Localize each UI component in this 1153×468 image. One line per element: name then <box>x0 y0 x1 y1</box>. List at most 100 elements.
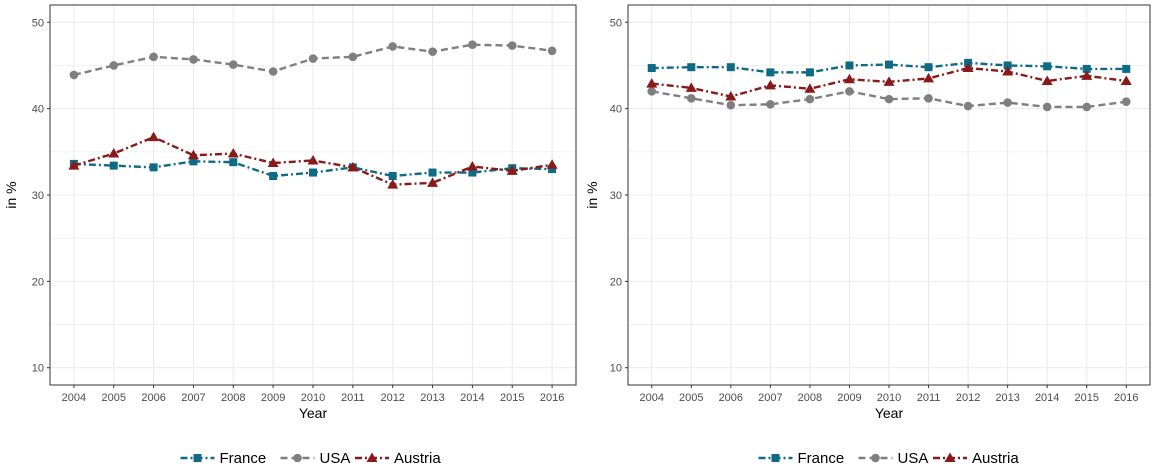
legend-marker-austria <box>366 452 378 462</box>
x-tick-label: 2006 <box>719 392 743 404</box>
x-tick-label: 2015 <box>1074 392 1098 404</box>
y-tick-label: 40 <box>32 104 44 116</box>
data-point-austria <box>1120 75 1132 85</box>
data-point-france <box>428 168 437 177</box>
right-chart: 10 20 30 40 50 2004 2005 2006 2007 2008 2009 2010 20… <box>584 4 1151 467</box>
y-tick-label: 50 <box>32 17 44 29</box>
data-point-usa <box>963 101 973 111</box>
data-point-austria <box>1081 70 1093 80</box>
data-point-austria <box>466 161 478 171</box>
x-tick-label: 2013 <box>995 392 1019 404</box>
y-axis-title: in % <box>3 181 19 208</box>
data-point-usa <box>647 87 657 96</box>
legend-label: France <box>798 450 845 467</box>
data-point-austria <box>387 179 399 189</box>
data-point-usa <box>149 52 158 62</box>
x-tick-label: 2004 <box>639 392 663 404</box>
legend-label: France <box>220 450 267 467</box>
data-point-usa <box>468 40 477 50</box>
data-point-usa <box>805 94 815 104</box>
data-point-austria <box>347 161 359 172</box>
data-point-france <box>885 60 893 69</box>
data-point-france <box>1003 61 1012 70</box>
left-chart: 10 20 30 40 50 2004 2005 2006 2007 2008 2009 2010 20… <box>3 4 577 467</box>
data-point-usa <box>428 47 437 56</box>
data-point-usa <box>766 100 775 109</box>
legend-label: Austria <box>972 450 1019 467</box>
data-point-france <box>109 161 118 170</box>
data-point-france <box>766 68 775 77</box>
data-point-france <box>1043 62 1052 71</box>
x-tick-label: 2016 <box>540 392 564 404</box>
legend: France USA Austria <box>180 450 441 467</box>
data-point-usa <box>924 93 933 103</box>
x-tick-label: 2006 <box>141 392 165 404</box>
x-tick-label: 2007 <box>758 392 782 404</box>
data-point-france <box>1082 64 1091 73</box>
data-point-usa <box>229 60 238 69</box>
legend-label: Austria <box>394 450 441 467</box>
x-tick-label: 2012 <box>380 392 404 404</box>
y-tick-label: 20 <box>610 276 622 288</box>
x-tick-label: 2004 <box>62 392 86 404</box>
data-point-austria <box>427 177 439 187</box>
data-point-usa <box>308 54 318 63</box>
x-tick-label: 2016 <box>1114 392 1138 404</box>
x-tick-label: 2009 <box>261 392 285 404</box>
data-point-usa <box>884 94 894 104</box>
data-point-austria <box>108 148 120 158</box>
x-tick-label: 2014 <box>1035 392 1059 404</box>
data-point-austria <box>546 159 558 169</box>
data-point-france <box>229 158 238 167</box>
x-tick-label: 2012 <box>956 392 980 404</box>
data-point-austria <box>148 131 160 142</box>
data-point-france <box>388 172 397 180</box>
x-tick-label: 2011 <box>341 392 365 404</box>
data-point-france <box>845 61 854 70</box>
data-point-usa <box>1082 102 1092 112</box>
data-point-usa <box>348 52 358 62</box>
x-tick-label: 2005 <box>102 392 126 404</box>
y-tick-label: 40 <box>610 104 622 116</box>
legend-label: USA <box>898 450 929 467</box>
y-axis-title: in % <box>584 181 600 208</box>
data-point-austria <box>804 83 816 93</box>
data-point-austria <box>1002 66 1014 76</box>
x-tick-label: 2015 <box>500 392 524 404</box>
data-point-usa <box>686 93 696 103</box>
data-point-austria <box>962 62 974 73</box>
legend: France USA Austria <box>758 450 1019 467</box>
data-point-austria <box>764 79 776 90</box>
data-point-usa <box>507 41 517 50</box>
legend-marker-austria <box>944 452 956 462</box>
data-point-usa <box>1003 98 1012 107</box>
x-tick-label: 2014 <box>460 392 484 404</box>
data-point-austria <box>267 157 279 168</box>
data-point-austria <box>506 165 518 175</box>
data-point-france <box>468 168 477 177</box>
legend-marker-usa <box>871 453 880 463</box>
data-point-france <box>309 168 317 177</box>
data-point-france <box>805 68 814 77</box>
legend-marker-france <box>193 454 202 462</box>
data-point-austria <box>187 149 199 160</box>
data-point-france <box>189 157 198 166</box>
data-point-france <box>269 172 278 180</box>
y-tick-label: 50 <box>610 17 622 29</box>
data-point-austria <box>1041 75 1053 85</box>
data-point-usa <box>268 67 278 76</box>
data-point-france <box>1122 64 1131 73</box>
x-tick-label: 2007 <box>181 392 205 404</box>
data-point-austria <box>68 160 80 170</box>
data-point-austria <box>227 148 239 158</box>
data-point-france <box>726 63 735 72</box>
data-point-usa <box>69 70 79 80</box>
x-axis-title: Year <box>299 405 328 421</box>
data-point-usa <box>388 42 397 51</box>
x-tick-label: 2008 <box>221 392 245 404</box>
x-tick-label: 2008 <box>798 392 822 404</box>
y-tick-label: 10 <box>610 363 622 375</box>
legend-marker-usa <box>293 453 302 463</box>
y-tick-label: 10 <box>32 363 44 375</box>
